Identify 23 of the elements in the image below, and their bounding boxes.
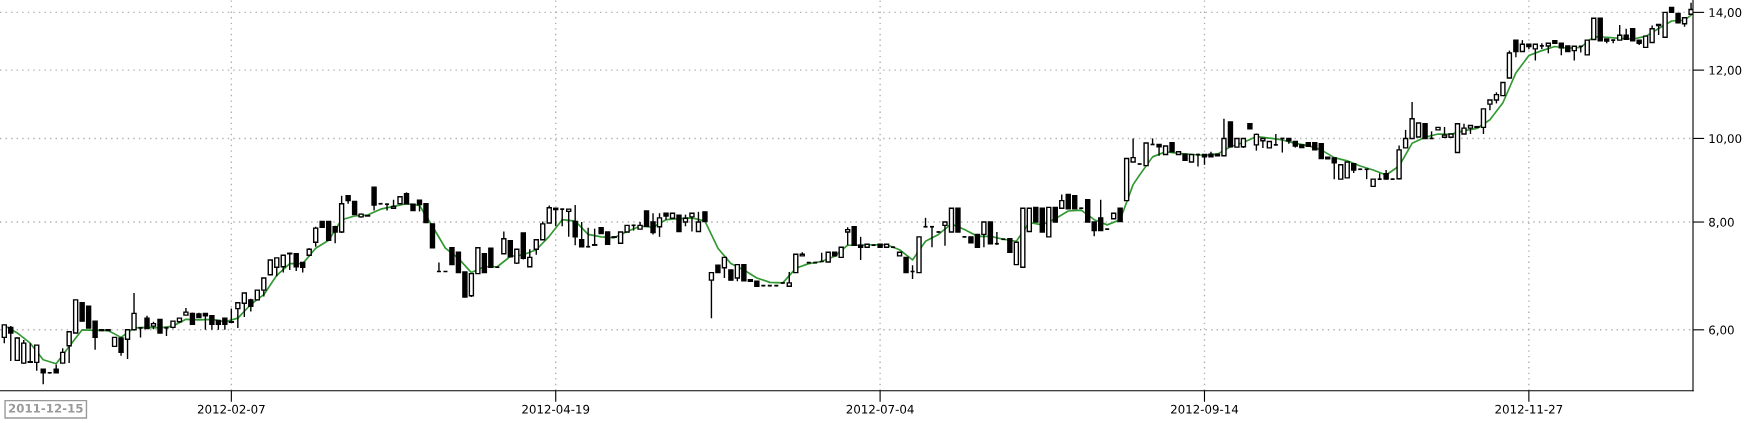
x-tick-label: 2012-02-07 — [197, 404, 265, 414]
y-tick-label: 8,00 — [1709, 217, 1734, 228]
y-tick-label: 14,00 — [1709, 8, 1742, 19]
candlestick — [994, 231, 1000, 246]
y-tick-label: 12,00 — [1709, 65, 1742, 76]
candlestick — [1331, 157, 1337, 180]
text: 2011-12-15 — [8, 403, 83, 413]
candlestick — [429, 223, 436, 249]
candlestick — [929, 225, 935, 248]
x-tick-label: 2012-11-27 — [1495, 404, 1563, 414]
x-tick-label: 2012-07-04 — [846, 404, 914, 414]
candlestick — [689, 212, 695, 233]
candlestick — [793, 253, 799, 274]
x-tick-label: 2012-04-19 — [522, 404, 590, 414]
x-tick-label: 2012-09-14 — [1171, 404, 1239, 414]
y-tick-label: 10,00 — [1709, 134, 1742, 145]
candlestick — [572, 204, 578, 246]
candlestick — [565, 208, 572, 238]
candlestick — [371, 186, 377, 212]
candlestick — [1273, 133, 1279, 146]
y-tick-label: 6,00 — [1709, 325, 1734, 336]
candlestick — [384, 203, 390, 212]
candlestick — [578, 221, 585, 248]
